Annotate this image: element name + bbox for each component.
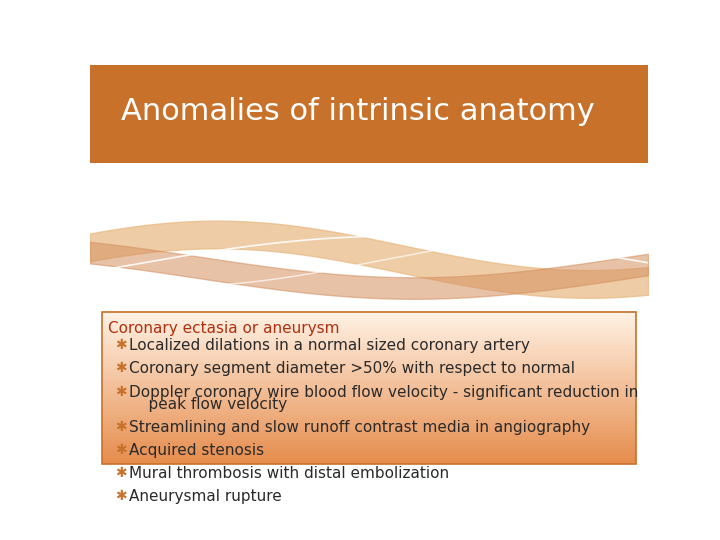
Bar	[102, 448, 636, 451]
Bar	[102, 456, 636, 458]
Bar	[102, 383, 636, 386]
Bar	[102, 349, 636, 352]
Bar	[102, 327, 636, 329]
Text: Streamlining and slow runoff contrast media in angiography: Streamlining and slow runoff contrast me…	[129, 420, 590, 435]
Bar	[102, 410, 636, 413]
Bar	[102, 427, 636, 430]
Bar	[102, 387, 636, 390]
Text: ✱: ✱	[114, 339, 126, 353]
Bar	[102, 446, 636, 449]
Bar	[102, 429, 636, 431]
Bar	[102, 461, 636, 464]
Bar	[102, 435, 636, 437]
Bar	[102, 417, 636, 420]
Bar	[102, 317, 636, 320]
Bar	[102, 319, 636, 322]
Bar	[102, 353, 636, 356]
Bar	[102, 368, 636, 371]
Bar	[102, 343, 636, 346]
Bar	[102, 457, 636, 460]
Bar	[102, 363, 636, 366]
Bar	[102, 441, 636, 443]
Text: Acquired stenosis: Acquired stenosis	[129, 443, 264, 458]
Bar	[102, 370, 636, 373]
Bar	[102, 338, 636, 341]
Bar	[102, 412, 636, 415]
Text: Anomalies of intrinsic anatomy: Anomalies of intrinsic anatomy	[121, 97, 595, 126]
Bar	[102, 442, 636, 445]
Bar	[102, 421, 636, 424]
Bar	[102, 357, 636, 360]
Bar	[102, 444, 636, 447]
Bar	[102, 355, 636, 357]
Bar	[102, 408, 636, 411]
Bar	[102, 391, 636, 394]
Text: Aneurysmal rupture: Aneurysmal rupture	[129, 489, 282, 504]
Bar	[102, 361, 636, 363]
Bar	[102, 378, 636, 381]
Bar	[102, 359, 636, 361]
Bar	[102, 389, 636, 392]
Bar	[102, 393, 636, 396]
Bar	[102, 332, 636, 335]
Text: Coronary ectasia or aneurysm: Coronary ectasia or aneurysm	[109, 321, 340, 336]
Bar	[102, 374, 636, 377]
Bar	[102, 325, 636, 327]
Bar	[102, 433, 636, 436]
Bar	[102, 313, 636, 316]
Bar	[102, 330, 636, 333]
Text: ✱: ✱	[114, 489, 126, 503]
Text: Mural thrombosis with distal embolization: Mural thrombosis with distal embolizatio…	[129, 466, 449, 481]
Bar	[102, 380, 636, 382]
Bar	[102, 376, 636, 379]
Text: ✱: ✱	[114, 420, 126, 434]
Bar	[102, 423, 636, 426]
Bar	[102, 372, 636, 375]
Bar	[102, 382, 636, 384]
Bar	[102, 312, 636, 314]
Bar	[102, 437, 636, 440]
Text: ✱: ✱	[114, 361, 126, 375]
Bar	[102, 347, 636, 350]
Bar	[102, 399, 636, 401]
Bar	[102, 416, 636, 418]
Bar	[102, 426, 636, 428]
Bar	[102, 323, 636, 326]
Bar	[102, 397, 636, 400]
Bar	[102, 438, 636, 441]
Bar	[102, 367, 636, 369]
Text: ✱: ✱	[114, 443, 126, 457]
Bar	[102, 342, 636, 345]
Bar	[102, 420, 636, 422]
Bar	[102, 454, 636, 456]
Bar	[102, 328, 636, 331]
Text: peak flow velocity: peak flow velocity	[129, 397, 287, 412]
Bar	[102, 431, 636, 434]
Bar	[102, 334, 636, 337]
Bar	[102, 452, 636, 455]
Bar	[102, 321, 636, 323]
Bar	[102, 386, 636, 388]
Text: ✱: ✱	[114, 466, 126, 480]
Text: ✱: ✱	[114, 384, 126, 399]
Bar	[102, 351, 636, 354]
Bar	[102, 364, 636, 367]
Bar	[102, 346, 636, 348]
Bar	[102, 402, 636, 405]
Bar	[102, 401, 636, 403]
Bar	[102, 340, 636, 342]
Bar	[102, 406, 636, 409]
Bar	[102, 395, 636, 397]
Bar	[102, 414, 636, 416]
Bar	[102, 460, 636, 462]
Bar	[102, 336, 636, 339]
Bar	[90, 65, 648, 163]
Bar	[102, 450, 636, 453]
Text: Coronary segment diameter >50% with respect to normal: Coronary segment diameter >50% with resp…	[129, 361, 575, 376]
Text: Localized dilations in a normal sized coronary artery: Localized dilations in a normal sized co…	[129, 339, 529, 353]
Bar	[102, 315, 636, 318]
Text: Doppler coronary wire blood flow velocity - significant reduction in: Doppler coronary wire blood flow velocit…	[129, 384, 638, 400]
Bar	[102, 312, 636, 464]
Bar	[102, 404, 636, 407]
